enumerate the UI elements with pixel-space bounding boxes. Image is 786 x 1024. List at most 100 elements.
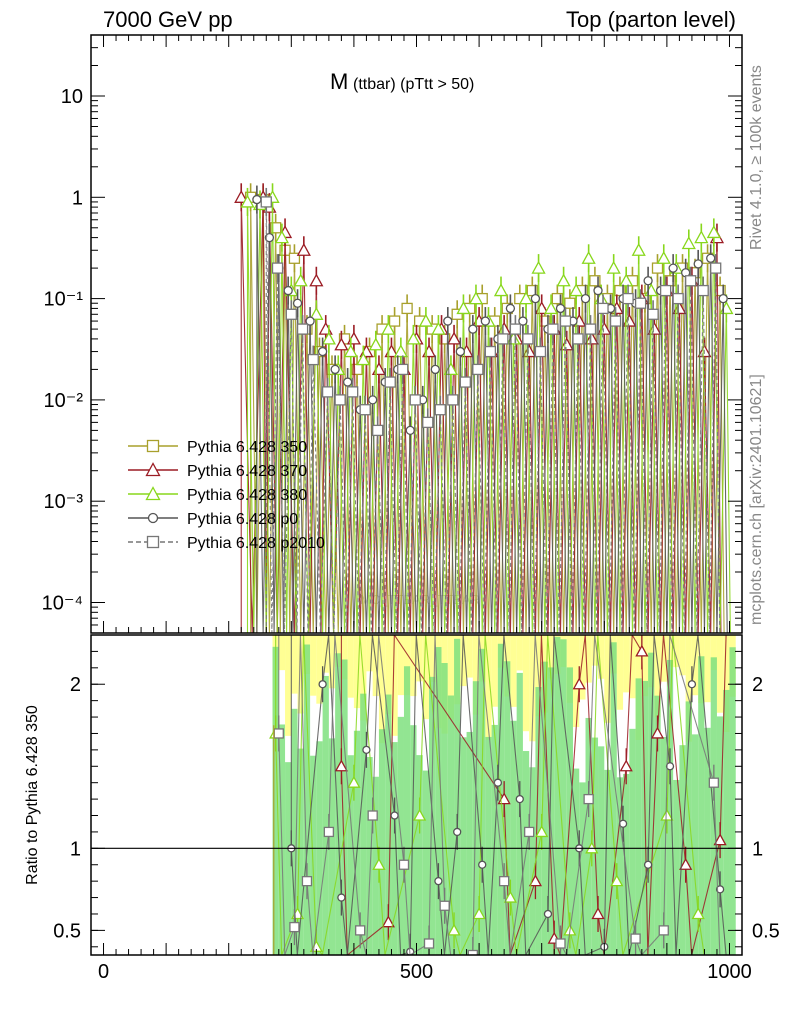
data-point bbox=[693, 259, 703, 269]
data-point bbox=[583, 793, 594, 805]
data-point bbox=[650, 726, 665, 739]
ytick-label: 10⁻¹ bbox=[44, 289, 84, 311]
band-green bbox=[698, 656, 705, 955]
data-point bbox=[718, 293, 728, 304]
band-green bbox=[366, 757, 373, 955]
data-point bbox=[534, 345, 547, 358]
data-point bbox=[367, 810, 378, 821]
data-point bbox=[643, 276, 653, 286]
data-point bbox=[679, 857, 693, 870]
data-point bbox=[347, 775, 361, 788]
band-green bbox=[378, 729, 386, 955]
data-point bbox=[342, 377, 353, 387]
band-green bbox=[454, 638, 461, 955]
data-point bbox=[273, 728, 284, 739]
band-green bbox=[629, 728, 636, 955]
data-point bbox=[497, 333, 509, 345]
xtick-label: 1000 bbox=[707, 961, 752, 983]
band-green bbox=[691, 734, 699, 955]
data-point bbox=[668, 263, 678, 273]
band-yellow bbox=[547, 635, 555, 679]
data-point bbox=[347, 386, 359, 398]
band-green bbox=[291, 708, 298, 955]
ytick-label: 1 bbox=[72, 187, 83, 209]
band-green bbox=[579, 782, 586, 955]
band-yellow bbox=[322, 635, 329, 673]
data-point bbox=[547, 323, 559, 335]
band-green bbox=[704, 727, 711, 955]
band-yellow bbox=[723, 635, 730, 732]
band-yellow bbox=[579, 635, 586, 700]
band-green bbox=[610, 642, 617, 955]
band-green bbox=[422, 770, 430, 955]
band-yellow bbox=[347, 635, 354, 698]
data-point bbox=[559, 315, 572, 327]
data-point bbox=[531, 260, 546, 274]
data-point bbox=[456, 301, 471, 315]
band-green bbox=[341, 659, 348, 955]
band-green bbox=[660, 736, 667, 955]
data-point bbox=[397, 363, 409, 376]
data-point bbox=[447, 394, 459, 406]
data-point bbox=[318, 680, 327, 689]
band-green bbox=[685, 701, 692, 955]
band-green bbox=[504, 661, 511, 955]
data-point bbox=[264, 232, 275, 243]
band-green bbox=[560, 639, 567, 955]
band-yellow bbox=[598, 635, 605, 679]
data-point bbox=[659, 284, 672, 297]
data-point bbox=[555, 303, 566, 314]
data-point bbox=[337, 893, 346, 902]
data-point bbox=[593, 285, 603, 296]
data-point bbox=[606, 260, 621, 274]
legend-entry: Pythia 6.428 350 bbox=[128, 439, 307, 456]
main-xaxis-ticks bbox=[103, 35, 730, 633]
band-yellow bbox=[629, 635, 636, 699]
data-point bbox=[355, 925, 366, 936]
data-point bbox=[584, 323, 597, 335]
data-point bbox=[305, 316, 315, 326]
band-yellow bbox=[679, 635, 686, 676]
ytick-label: 10 bbox=[61, 86, 83, 108]
data-point bbox=[393, 344, 408, 358]
band-green bbox=[466, 731, 473, 955]
data-point bbox=[146, 439, 160, 453]
data-point bbox=[459, 376, 471, 388]
band-green bbox=[510, 720, 517, 955]
data-point bbox=[572, 677, 586, 690]
data-point bbox=[556, 273, 571, 287]
band-green bbox=[472, 681, 480, 955]
band-yellow bbox=[278, 635, 286, 671]
data-point bbox=[522, 344, 537, 358]
band-yellow bbox=[310, 635, 317, 696]
data-point bbox=[522, 333, 534, 345]
data-point bbox=[296, 323, 309, 335]
plot-title-sub: (ttbar) (pTtt > 50) bbox=[353, 76, 474, 93]
data-point bbox=[472, 363, 484, 376]
data-point bbox=[478, 860, 487, 869]
band-green bbox=[328, 738, 336, 955]
mcplots-label: mcplots.cern.ch [arXiv:2401.10621] bbox=[748, 374, 765, 625]
data-point bbox=[321, 331, 336, 345]
series-line bbox=[246, 197, 731, 633]
data-point bbox=[384, 376, 396, 388]
band-green bbox=[285, 762, 292, 955]
data-point bbox=[443, 316, 453, 326]
data-point bbox=[434, 404, 446, 416]
band-yellow bbox=[666, 635, 674, 667]
band-green bbox=[297, 748, 304, 955]
ratio-xaxis: 0 500 1000 bbox=[98, 943, 752, 983]
data-point bbox=[285, 308, 297, 320]
band-yellow bbox=[391, 635, 398, 736]
data-point bbox=[321, 386, 334, 398]
band-yellow bbox=[472, 635, 480, 715]
data-point bbox=[685, 275, 697, 287]
band-yellow bbox=[522, 635, 530, 732]
ratio-ylabel: Ratio to Pythia 6.428 350 bbox=[24, 705, 41, 885]
data-point bbox=[405, 425, 415, 436]
data-point bbox=[388, 315, 401, 327]
band-yellow bbox=[691, 635, 699, 696]
legend-label: Pythia 6.428 p0 bbox=[187, 511, 298, 528]
legend-label: Pythia 6.428 p2010 bbox=[187, 535, 325, 552]
